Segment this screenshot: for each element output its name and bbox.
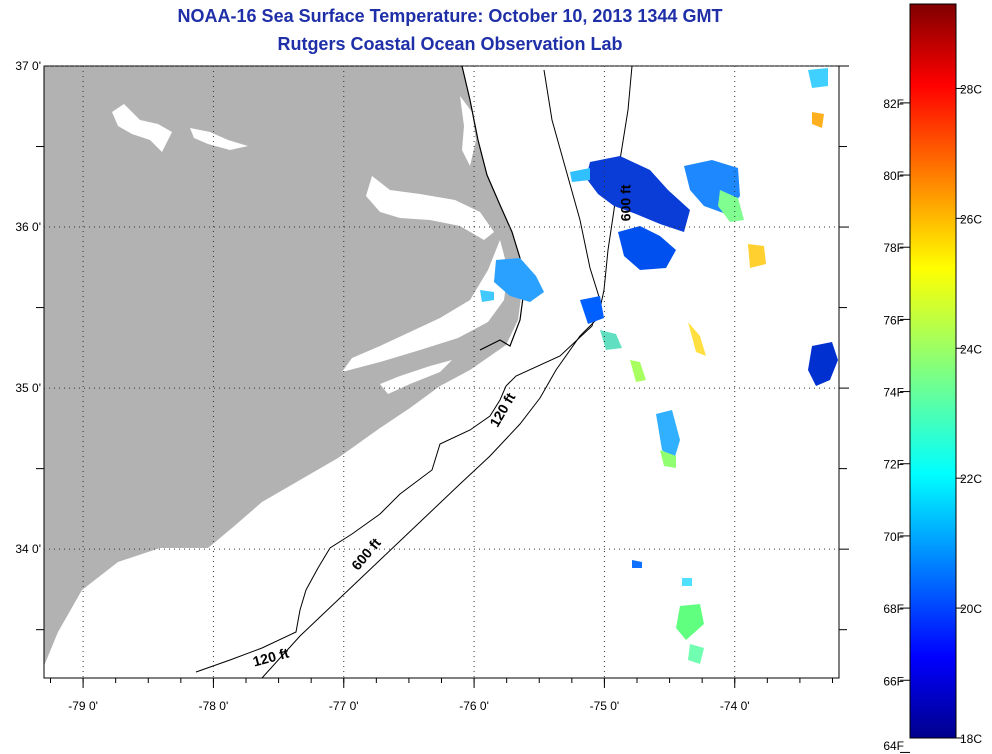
sst-patch	[494, 258, 544, 302]
colorbar-f-label: 68F	[883, 602, 904, 616]
map-frame	[43, 65, 840, 679]
lon-tick-label: -78 0'	[199, 699, 229, 713]
isobath-label: 600 ft	[348, 535, 384, 574]
colorbar-f-label: 80F	[883, 169, 904, 183]
isobath-labels: 600 ft 120 ft 600 ft 120 ft	[251, 184, 633, 669]
sst-patch	[684, 160, 740, 214]
colorbar-labels: 82F 80F 78F 76F 74F 72F 70F 68F 66F 64F 28C 26C 24C 2…	[883, 82, 982, 753]
isobath-label: 120 ft	[486, 390, 518, 430]
lat-tick-label: 34 0'	[15, 542, 41, 556]
sst-patch	[808, 68, 828, 88]
colorbar-c-label: 26C	[960, 212, 982, 226]
lon-tick-label: -76 0'	[459, 699, 489, 713]
colorbar-f-label: 78F	[883, 241, 904, 255]
colorbar-f-label: 64F	[883, 739, 904, 753]
sst-patch	[808, 342, 838, 386]
colorbar-f-label: 74F	[883, 386, 904, 400]
sst-patch	[688, 644, 704, 664]
lon-tick-label: -77 0'	[329, 699, 359, 713]
chesapeake-inlet	[460, 96, 476, 166]
isobath-label: 120 ft	[251, 645, 291, 670]
lat-tick-label: 36 0'	[15, 220, 41, 234]
lat-tick-label: 37 0'	[15, 59, 41, 73]
colorbar-c-label: 18C	[960, 732, 982, 746]
sst-patch	[688, 322, 706, 356]
sst-patch	[586, 156, 690, 232]
colorbar-c-label: 24C	[960, 342, 982, 356]
sst-patch	[630, 360, 646, 382]
lon-tick-label: -74 0'	[720, 699, 750, 713]
colorbar-f-label: 70F	[883, 530, 904, 544]
lon-tick-label: -75 0'	[590, 699, 620, 713]
pamlico-sound	[342, 240, 508, 372]
isobath-600ft	[261, 66, 633, 678]
sst-patch	[656, 410, 680, 460]
sst-patch	[480, 290, 494, 302]
colorbar-f-label: 72F	[883, 458, 904, 472]
graticule	[44, 65, 839, 678]
colorbar-c-label: 22C	[960, 472, 982, 486]
sst-patch	[618, 226, 676, 270]
sst-patch	[570, 168, 590, 182]
isobath-label: 600 ft	[617, 184, 633, 221]
map-subtitle: Rutgers Coastal Ocean Observation Lab	[277, 34, 623, 54]
sst-patch	[718, 190, 744, 222]
inland-lake-2	[190, 128, 248, 150]
land-mass	[44, 66, 522, 666]
albemarle-sound	[366, 176, 494, 240]
lat-tick-label: 35 0'	[15, 381, 41, 395]
sst-patch	[676, 604, 704, 640]
colorbar-c-label: 20C	[960, 602, 982, 616]
colorbar	[909, 3, 957, 739]
sst-patch	[600, 330, 622, 350]
sst-patch	[748, 244, 766, 268]
colorbar-f-label: 76F	[883, 313, 904, 327]
sst-patch	[632, 560, 642, 568]
sst-cloud-free-data	[480, 68, 838, 664]
isobath-120ft	[195, 69, 601, 673]
colorbar-f-label: 66F	[883, 674, 904, 688]
sst-patch	[660, 450, 676, 468]
sst-patch	[812, 112, 824, 128]
sst-patch	[682, 578, 692, 586]
inland-lake-1	[112, 104, 172, 152]
lon-tick-label: -79 0'	[68, 699, 98, 713]
colorbar-f-label: 82F	[883, 97, 904, 111]
map-axes: 37 0' 36 0' 35 0' 34 0' -79 0' -78 0' -77 0' -7…	[15, 59, 849, 713]
outer-banks-line	[461, 66, 525, 351]
inland-river	[380, 360, 452, 394]
sst-patch	[580, 296, 604, 324]
colorbar-c-label: 28C	[960, 82, 982, 96]
map-title: NOAA-16 Sea Surface Temperature: October…	[177, 6, 723, 26]
